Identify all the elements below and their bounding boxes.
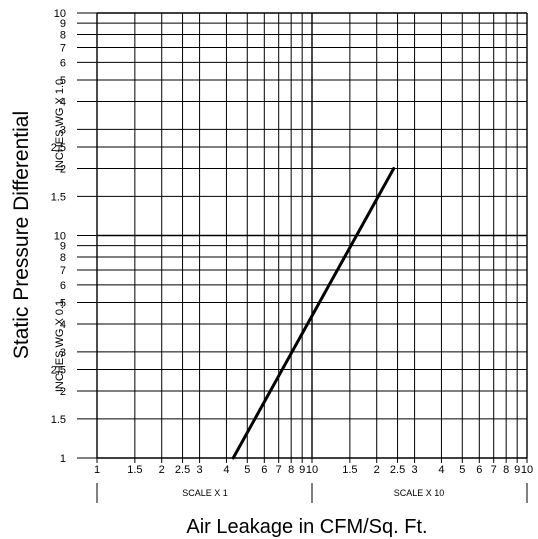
x-tick-label: 5 — [244, 464, 250, 476]
x-tick-label: 8 — [288, 464, 294, 476]
series-line — [231, 167, 396, 460]
y-tick-label: 5 — [60, 75, 66, 87]
y-tick-label: 8 — [60, 252, 66, 264]
x-tick-label: 4 — [438, 464, 444, 476]
x-tick-label: 10 — [306, 464, 318, 476]
y-tick-label: 1 — [60, 453, 66, 465]
x-tick-label: 5 — [459, 464, 465, 476]
x-tick-label: 2.5 — [390, 464, 405, 476]
x-tick-label: 2 — [374, 464, 380, 476]
x-tick-label: 2.5 — [175, 464, 190, 476]
y-tick-label: 9 — [60, 241, 66, 253]
y-tick-label: 5 — [60, 297, 66, 309]
y-tick-label: 10 — [54, 8, 66, 20]
y-tick-label: 2 — [60, 164, 66, 176]
y-tick-label: 7 — [60, 42, 66, 54]
x-tick-label: 1.5 — [127, 464, 142, 476]
y-tick-label: 8 — [60, 30, 66, 42]
y-tick-label: 7 — [60, 265, 66, 277]
x-tick-label: 2 — [159, 464, 165, 476]
y-lower-scale-label: INCHES WG X 0.1 — [54, 300, 66, 392]
x-tick-label: 6 — [261, 464, 267, 476]
y-tick-label: 4 — [60, 319, 66, 331]
x-axis-title: Air Leakage in CFM/Sq. Ft. — [186, 516, 427, 538]
x-tick-label: 1 — [94, 464, 100, 476]
y-tick-label: 1.5 — [51, 191, 66, 203]
y-tick-label: 3 — [60, 124, 66, 136]
x-tick-label: 7 — [491, 464, 497, 476]
y-tick-label: 1.5 — [51, 414, 66, 426]
x-tick-label: 9 — [299, 464, 305, 476]
x-tick-label: 3 — [197, 464, 203, 476]
x-tick-label: 9 — [514, 464, 520, 476]
x-tick-label: 4 — [223, 464, 229, 476]
y-tick-label: 3 — [60, 347, 66, 359]
x-tick-label: 1.5 — [342, 464, 357, 476]
x-tick-label: 7 — [276, 464, 282, 476]
x-tick-label: 3 — [412, 464, 418, 476]
y-tick-label: 2,5 — [51, 364, 66, 376]
x-tick-label: 6 — [476, 464, 482, 476]
y-tick-label: 2 — [60, 386, 66, 398]
y-tick-label: 4 — [60, 97, 66, 109]
x-tick-label: 10 — [521, 464, 533, 476]
y-tick-label: 9 — [60, 18, 66, 30]
x-left-scale-label: SCALE X 1 — [182, 488, 228, 498]
y-tick-label: 2,5 — [51, 142, 66, 154]
y-tick-label: 6 — [60, 57, 66, 69]
y-axis-title: Static Pressure Differential — [10, 111, 33, 359]
grid-lines — [96, 12, 528, 459]
series-layer — [231, 167, 396, 460]
y-tick-label: 6 — [60, 280, 66, 292]
x-tick-label: 8 — [503, 464, 509, 476]
x-right-scale-label: SCALE X 10 — [394, 488, 445, 498]
y-tick-label: 10 — [54, 231, 66, 243]
y-upper-scale-label: INCHES WG X 1.0 — [54, 79, 66, 171]
